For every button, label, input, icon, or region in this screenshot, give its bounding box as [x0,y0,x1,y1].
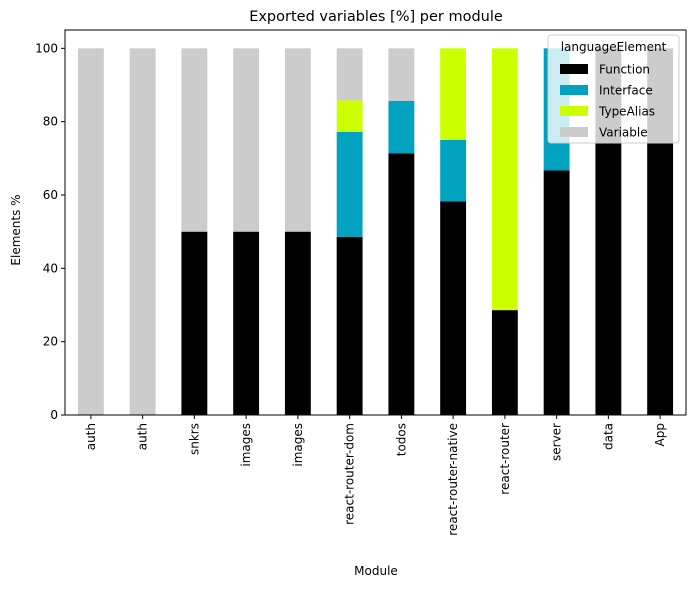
legend-swatch-typealias [560,106,588,116]
plot-frame [64,29,687,416]
x-axis-label: Module [354,564,398,578]
x-tick-label: snkrs [187,423,201,455]
bar-segment-variable-1 [129,48,156,415]
y-tick-label: 40 [43,261,58,275]
x-tick-label: auth [84,423,98,450]
bar-segment-function-6 [388,153,415,415]
x-tick-label: react-router-native [446,423,460,536]
legend-swatch-variable [560,127,588,137]
x-tick-label: images [291,423,305,467]
bar-segment-variable-3 [233,48,260,232]
bar-segment-variable-0 [77,48,104,415]
x-tick-label: data [601,423,615,450]
bar-segment-interface-6 [388,100,415,154]
bar-segment-typealias-5 [336,100,363,132]
chart-title: Exported variables [%] per module [249,9,503,25]
bar-segment-function-3 [233,231,260,415]
bar-segment-typealias-8 [491,48,518,311]
legend-label-variable: Variable [599,126,648,140]
bar-segment-function-5 [336,236,363,415]
legend-swatch-function [560,64,588,74]
bar-segment-variable-5 [336,48,363,101]
x-tick-label: images [239,423,253,467]
legend-swatch-interface [560,85,588,95]
y-tick-label: 80 [43,115,58,129]
x-tick-label: server [550,423,564,461]
bar-segment-typealias-7 [440,48,467,141]
y-tick-label: 0 [50,408,58,422]
bar-segment-interface-7 [440,140,467,202]
bar-segment-function-9 [543,170,570,415]
bar-segment-function-8 [491,310,518,415]
legend-title: languageElement [561,40,667,54]
bar-segment-interface-5 [336,131,363,237]
bar-segment-function-7 [440,201,467,415]
legend-label-function: Function [599,63,650,77]
y-tick-label: 100 [35,41,58,55]
x-tick-label: todos [394,423,408,456]
x-tick-label: App [653,423,667,446]
y-tick-label: 60 [43,188,58,202]
y-tick-label: 20 [43,335,58,349]
y-axis-label: Elements % [9,194,23,265]
legend-label-typealias: TypeAlias [598,105,655,119]
x-tick-label: auth [136,423,150,450]
bar-segment-function-4 [284,231,311,415]
x-tick-label: react-router [498,423,512,495]
bar-segment-variable-6 [388,48,415,101]
x-tick-label: react-router-dom [343,423,357,525]
legend-label-interface: Interface [599,84,653,98]
bar-segment-function-2 [181,231,208,415]
axes-layer: 0 20 40 60 80 100 auth auth snkrs images images rea… [35,29,687,536]
bar-segment-variable-4 [284,48,311,232]
bar-segment-variable-2 [181,48,208,232]
legend: languageElement Function Interface TypeAlia… [547,34,680,144]
